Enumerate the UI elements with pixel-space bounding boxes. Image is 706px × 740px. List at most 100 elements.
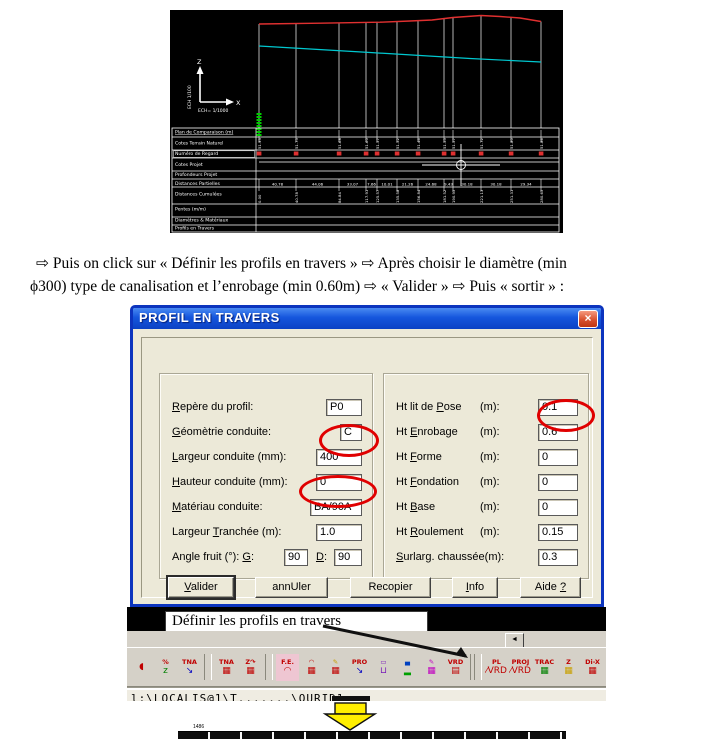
svg-text:Pentes (m/m): Pentes (m/m) [175, 207, 206, 213]
field-row: Ht Fondation (m): 0 [396, 473, 578, 491]
aide-button[interactable]: Aide ? [520, 577, 581, 598]
svg-text:51.55: 51.55 [442, 138, 447, 149]
svg-text:33.07: 33.07 [347, 182, 359, 187]
svg-text:29.34: 29.34 [520, 182, 532, 187]
toolbar-icon-fe[interactable]: F.E. ◠ [276, 653, 299, 681]
field-row: Largeur Tranchée (m): 1.0 [172, 523, 362, 541]
field-unit: (m): [480, 476, 500, 488]
field-input[interactable]: 0 [538, 473, 578, 491]
svg-text:Numéro de Regard: Numéro de Regard [175, 150, 218, 157]
svg-text:125.57: 125.57 [375, 189, 380, 203]
toolbar-icon-pro[interactable]: PRO ↘ [351, 657, 368, 676]
svg-text:221.13: 221.13 [479, 189, 484, 203]
svg-text:51.57: 51.57 [375, 138, 380, 149]
svg-text:51.68: 51.68 [337, 138, 342, 149]
field-label: D: [315, 551, 327, 563]
svg-text:Profils en Travers: Profils en Travers [175, 226, 215, 232]
field-label: Surlarg. chaussée [396, 551, 485, 563]
toolbar-icon-[interactable]: ◠ ▦ [307, 657, 316, 676]
svg-text:ECH= 1/1000: ECH= 1/1000 [198, 108, 229, 114]
profil-en-travers-window: PROFIL EN TRAVERS × Repère du profil: P0 G… [130, 305, 604, 607]
svg-text:Distances Partielles: Distances Partielles [175, 181, 220, 187]
field-unit: (m): [480, 401, 500, 413]
field-input[interactable]: P0 [326, 398, 362, 416]
field-label: Ht Enrobage [396, 426, 458, 438]
scroll-left-icon[interactable]: ◄ [505, 633, 524, 648]
field-label: Géomètrie conduite: [172, 426, 272, 438]
angle-g-input[interactable]: 90 [283, 548, 308, 566]
svg-text:51.60: 51.60 [364, 138, 369, 149]
field-row: Ht Forme (m): 0 [396, 448, 578, 466]
field-input[interactable]: 1.0 [316, 523, 362, 541]
field-row: Ht Roulement (m): 0.15 [396, 523, 578, 541]
toolbar-icon-z[interactable]: Z↷ ▦ [245, 657, 256, 676]
svg-text:Cotes Terrain Naturel: Cotes Terrain Naturel [175, 141, 223, 147]
toolbar-separator [204, 654, 212, 680]
instruction-paragraph: ⇨ Puis on click sur « Définir les profil… [30, 252, 686, 298]
field-label: Ht Roulement [396, 526, 464, 538]
toolbar-icon-z[interactable]: Z ▦ [564, 657, 573, 676]
svg-text:7.66: 7.66 [367, 182, 376, 187]
svg-text:190.95: 190.95 [451, 189, 456, 203]
info-button[interactable]: Info [452, 577, 498, 598]
svg-text:51.86: 51.86 [539, 138, 544, 149]
svg-text:181.52: 181.52 [442, 189, 447, 203]
red-circle-enrobage [537, 399, 595, 432]
angle-d-input[interactable]: 90 [334, 548, 362, 566]
field-input[interactable]: 0.3 [538, 548, 578, 566]
field-label: Ht Base [396, 501, 436, 513]
field-row: Ht Base (m): 0 [396, 498, 578, 516]
toolbar-icon[interactable]: ◖ [139, 662, 144, 672]
svg-text:51.75: 51.75 [294, 138, 299, 149]
annuler-button[interactable]: annUler [255, 577, 328, 598]
toolbar-icon-[interactable]: ▄ ▂ [404, 657, 411, 676]
svg-text:30.18: 30.18 [490, 182, 502, 187]
svg-text:10.01: 10.01 [381, 182, 393, 187]
toolbar-icon-proj[interactable]: PROJ ⁄VRD [510, 657, 531, 676]
field-label: Ht Fondation [396, 476, 460, 488]
red-circle-largeur [319, 424, 379, 457]
svg-text:51.52: 51.52 [395, 138, 400, 149]
title-bar[interactable]: PROFIL EN TRAVERS × [133, 308, 601, 329]
valider-button[interactable]: Valider [166, 575, 236, 600]
toolbar-icon-[interactable]: ▭ ⊔ [379, 657, 388, 676]
svg-text:X: X [236, 99, 241, 107]
svg-text:251.31: 251.31 [509, 189, 514, 203]
svg-text:Plan de Comparaison (m): Plan de Comparaison (m) [175, 130, 233, 136]
toolbar-icon-tna[interactable]: TNA ▦ [219, 657, 234, 676]
field-row: Surlarg. chaussée (m): 0.3 [396, 548, 578, 566]
field-row: Largeur conduite (mm): 400 [172, 448, 362, 466]
field-label: Largeur Tranchée (m): [172, 526, 282, 538]
close-icon[interactable]: × [578, 310, 598, 328]
field-unit: (m): [484, 551, 505, 563]
svg-text:280.65: 280.65 [539, 189, 544, 203]
field-label: Repère du profil: [172, 401, 254, 413]
toolbar-icon-tna[interactable]: TNA ↘ [182, 657, 197, 676]
down-arrow-highlight [322, 696, 378, 731]
svg-text:Diamètres & Matériaux: Diamètres & Matériaux [175, 217, 229, 224]
field-row: Repère du profil: P0 [172, 398, 362, 416]
svg-text:ECH 1/100: ECH 1/100 [187, 85, 193, 109]
toolbar-icon-trac[interactable]: TRAC ▦ [534, 657, 555, 676]
dialog-screenshot: PROFIL EN TRAVERS × Repère du profil: P0 G… [127, 304, 606, 701]
toolbar-icon-pl[interactable]: PL ⁄VRD [486, 657, 507, 676]
field-input[interactable]: 0 [538, 498, 578, 516]
status-row: l:\LOCALIS@1\T.......\OURID1 [127, 687, 606, 701]
field-input[interactable]: 0 [538, 448, 578, 466]
svg-text:24.68: 24.68 [425, 182, 437, 187]
field-label: Ht Forme [396, 451, 442, 463]
toolbar-icon-dix[interactable]: Di-X ▦ [585, 657, 600, 676]
field-label: Hauteur conduite (mm): [172, 476, 288, 488]
field-input[interactable]: 0.15 [538, 523, 578, 541]
toolbar-icon-[interactable]: ✎ ▦ [427, 657, 436, 676]
toolbar-icon-[interactable]: % z [162, 657, 169, 676]
clipped-next-figure-bar [178, 731, 566, 739]
recopier-button[interactable]: Recopier [350, 577, 431, 598]
toolbar-icon-vrd[interactable]: VRD ▤ [447, 657, 464, 676]
svg-text:0.00: 0.00 [257, 194, 262, 203]
toolbar-icon-[interactable]: ✎ ▦ [331, 657, 340, 676]
toolbar-separator [470, 654, 482, 680]
svg-text:51.46: 51.46 [416, 138, 421, 149]
clipped-scale-text: 1486 [193, 724, 205, 730]
horizontal-scrollbar[interactable]: ◄ [127, 631, 606, 648]
